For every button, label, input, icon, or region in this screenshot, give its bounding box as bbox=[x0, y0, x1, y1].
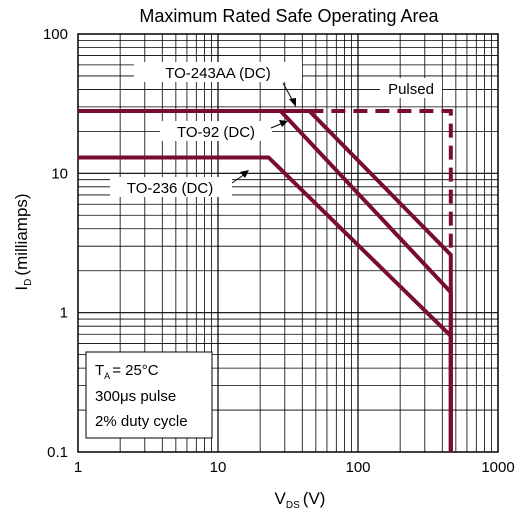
series-label-to92: TO-92 (DC) bbox=[177, 124, 255, 141]
y-tick-label: 100 bbox=[43, 26, 68, 43]
conditions-box: TA = 25°C 300μs pulse 2% duty cycle bbox=[85, 351, 213, 439]
conditions-box-frame bbox=[85, 351, 213, 439]
label-bg-to236 bbox=[110, 177, 232, 197]
axis-tick-labels: 1 10 100 1000 0.1 1 10 100 bbox=[43, 26, 515, 476]
series-group bbox=[78, 109, 453, 452]
y-tick-label: 10 bbox=[51, 165, 68, 182]
label-bg-to243aa bbox=[134, 62, 302, 82]
y-axis-label: ID(milliamps) bbox=[12, 193, 34, 290]
plot-frame bbox=[77, 33, 499, 453]
label-bg-to92 bbox=[160, 121, 272, 141]
arrowhead-to236 bbox=[240, 170, 249, 178]
series-annotations: TO-243AA (DC) TO-92 (DC) TO-236 (DC) Pul… bbox=[110, 62, 442, 197]
chart-title: Maximum Rated Safe Operating Area bbox=[139, 6, 439, 26]
conditions-temperature: TA = 25°C bbox=[95, 362, 159, 381]
x-tick-label: 1 bbox=[74, 459, 82, 476]
y-tick-label: 1 bbox=[60, 305, 68, 322]
label-bg-pulsed bbox=[380, 78, 442, 98]
series-label-to236: TO-236 (DC) bbox=[127, 180, 213, 197]
conditions-duty-cycle: 2% duty cycle bbox=[95, 413, 188, 430]
x-axis-label: VDS (V) bbox=[275, 489, 326, 511]
x-tick-label: 10 bbox=[210, 459, 227, 476]
series-line-2 bbox=[78, 155, 453, 452]
y-tick-label: 0.1 bbox=[47, 444, 68, 461]
arrowhead-to92 bbox=[279, 120, 288, 127]
arrowhead-to243aa bbox=[289, 98, 296, 107]
x-tick-label: 100 bbox=[345, 459, 370, 476]
series-line-3 bbox=[309, 109, 453, 255]
series-label-pulsed: Pulsed bbox=[388, 81, 434, 98]
series-label-to243aa: TO-243AA (DC) bbox=[165, 65, 271, 82]
conditions-pulse: 300μs pulse bbox=[95, 388, 176, 405]
x-tick-label: 1000 bbox=[481, 459, 514, 476]
leader-to236 bbox=[231, 173, 246, 184]
